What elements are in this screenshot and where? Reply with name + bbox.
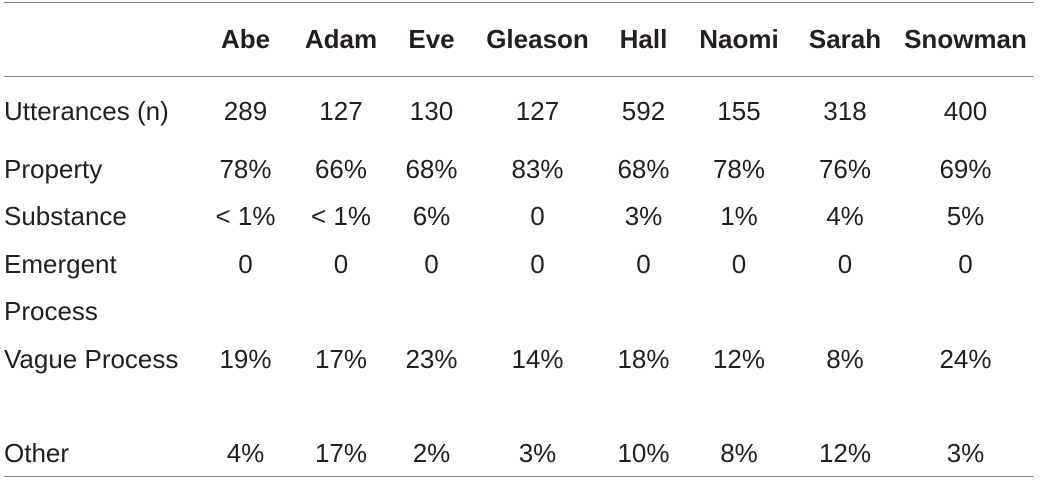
table-cell: < 1% (311, 201, 371, 232)
table-cell: 18% (617, 343, 670, 374)
table-cell: 12% (818, 438, 872, 469)
table-cell: 83% (511, 154, 564, 184)
table-cell: 318 (823, 96, 867, 126)
table-cell: 4% (226, 438, 265, 469)
table-cell: 76% (818, 154, 872, 184)
table-cell: 66% (314, 154, 368, 184)
table-row: Property 78% 66% 68% 83% 68% 78% 76% 69% (4, 146, 1034, 193)
table-cell: 0 (731, 248, 747, 279)
table-cell: 289 (223, 96, 268, 126)
table-cell: 68% (617, 154, 670, 184)
table-cell: 78% (712, 154, 766, 184)
table-cell: 17% (314, 438, 368, 469)
table-cell: 0 (636, 248, 651, 279)
table-cell: 130 (409, 96, 454, 126)
header-row: Abe Adam Eve Gleason Hall Naomi Sarah Sn… (4, 3, 1034, 76)
table-cell: 12% (712, 343, 766, 374)
header-cell-adam: Adam (304, 24, 378, 54)
header-cell-abe: Abe (220, 24, 271, 54)
table-row: Vague Process 19% 17% 23% 14% 18% 12% 8%… (4, 336, 1034, 431)
table-cell: 23% (405, 343, 458, 374)
table-cell: 5% (946, 201, 985, 232)
table-header-rule (4, 76, 1034, 77)
row-label: Utterances (n) (4, 96, 169, 126)
header-cell-hall: Hall (619, 24, 668, 54)
row-label: Substance (4, 201, 127, 232)
table-row: Other 4% 17% 2% 3% 10% 8% 12% 3% (4, 430, 1034, 477)
table-cell: 0 (837, 248, 853, 279)
table-cell: 127 (515, 96, 560, 126)
row-label: Vague Process (4, 343, 179, 374)
table-bottom-rule (4, 476, 1034, 477)
row-label: Other (4, 438, 70, 469)
table-cell: 69% (939, 154, 992, 184)
table-row: Emergent Process 0 0 0 0 0 0 0 0 (4, 241, 1034, 336)
row-label: Emergent Process (4, 248, 117, 327)
table-cell: 3% (624, 201, 663, 232)
header-cell-gleason: Gleason (486, 24, 589, 54)
table-cell: 17% (314, 343, 368, 374)
table-cell: 10% (617, 438, 670, 469)
table-cell: 3% (946, 438, 985, 469)
table-cell: 155 (717, 96, 761, 126)
table-cell: 19% (219, 343, 272, 374)
table-cell: 78% (219, 154, 272, 184)
table-cell: 400 (943, 96, 988, 126)
table-cell: 0 (424, 248, 439, 279)
table-cell: 127 (319, 96, 363, 126)
header-cell-snowman: Snowman (904, 24, 1027, 54)
table-cell: 24% (939, 343, 992, 374)
table-cell: 4% (826, 201, 864, 232)
table-cell: 14% (511, 343, 564, 374)
data-table: Abe Adam Eve Gleason Hall Naomi Sarah Sn… (4, 3, 1034, 478)
row-label: Property (4, 154, 103, 184)
table-cell: 0 (958, 248, 973, 279)
table-cell: 6% (412, 201, 451, 232)
table-cell: 592 (621, 96, 666, 126)
header-cell-naomi: Naomi (699, 24, 779, 54)
header-cell-empty (4, 3, 199, 76)
table-row: Substance < 1% < 1% 6% 0 3% 1% 4% 5% (4, 193, 1034, 240)
table-cell: 0 (238, 248, 253, 279)
table-cell: 1% (720, 201, 758, 232)
header-cell-eve: Eve (408, 24, 455, 54)
table-cell: 68% (405, 154, 458, 184)
table-cell: 8% (720, 438, 758, 469)
table-cell: 0 (530, 248, 545, 279)
table-cell: 2% (412, 438, 451, 469)
table-top-rule (4, 2, 1034, 3)
table-row: Utterances (n) 289 127 130 127 592 155 3… (4, 76, 1034, 146)
table-cell: 8% (826, 343, 864, 374)
header-cell-sarah: Sarah (808, 24, 882, 54)
table-cell: < 1% (215, 201, 276, 232)
table-cell: 0 (333, 248, 349, 279)
table-cell: 3% (518, 438, 557, 469)
table-cell: 0 (530, 201, 545, 232)
